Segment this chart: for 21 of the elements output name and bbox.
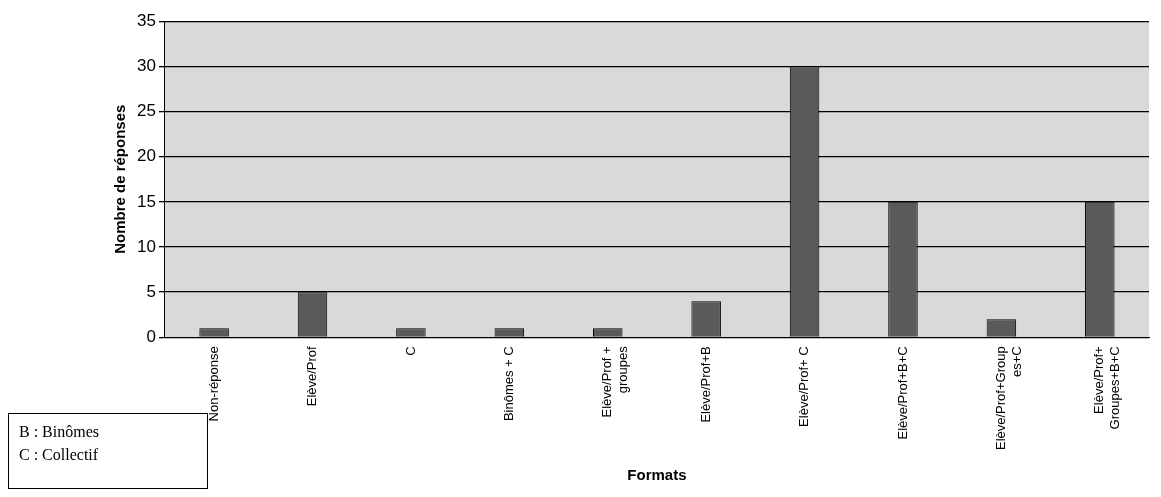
y-tick-label: 10 [136,236,156,256]
y-tick-label: 30 [136,56,156,76]
x-tick-label: Binômes + C [500,346,516,422]
x-tick-label: Elève/Prof+B+C [894,346,910,440]
x-tick-label: C [402,346,418,356]
y-tick-label: 35 [136,10,156,30]
x-tick-label: Elève/Prof + groupes [599,345,630,418]
text: B : Binômes [19,422,100,442]
x-tick-label: Elève/Prof [304,345,320,407]
text: C : Collectif [19,445,100,465]
x-tick-label: Elève/Prof+B [697,346,713,423]
y-tick-label: 15 [136,191,156,211]
x-tick-label: Non-réponse [205,346,221,422]
y-tick-label: 25 [136,101,156,121]
x-tick-label: Elève/Prof+Groupes+C [992,346,1024,451]
x-tick-label: Elève/Prof+ C [796,346,812,427]
x-axis-title: Formats [627,466,687,484]
y-tick-label: 20 [136,146,156,166]
y-tick-label: 0 [146,326,156,346]
y-axis-title: Nombre de réponses [111,104,129,254]
y-tick-label: 5 [146,281,156,301]
